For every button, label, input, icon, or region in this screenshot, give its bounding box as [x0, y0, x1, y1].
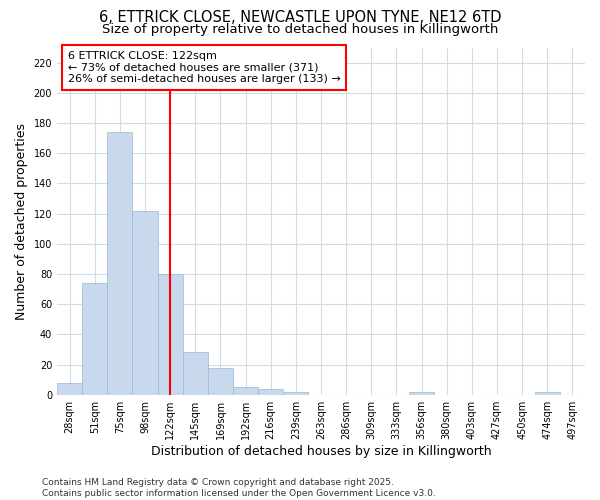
- Bar: [208, 368, 233, 394]
- Text: Size of property relative to detached houses in Killingworth: Size of property relative to detached ho…: [102, 22, 498, 36]
- Bar: [133, 210, 158, 394]
- Bar: [409, 392, 434, 394]
- Bar: [107, 132, 133, 394]
- Bar: [283, 392, 308, 394]
- Bar: [57, 382, 82, 394]
- Bar: [535, 392, 560, 394]
- Bar: [158, 274, 183, 394]
- X-axis label: Distribution of detached houses by size in Killingworth: Distribution of detached houses by size …: [151, 444, 491, 458]
- Text: Contains HM Land Registry data © Crown copyright and database right 2025.
Contai: Contains HM Land Registry data © Crown c…: [42, 478, 436, 498]
- Bar: [233, 387, 258, 394]
- Text: 6, ETTRICK CLOSE, NEWCASTLE UPON TYNE, NE12 6TD: 6, ETTRICK CLOSE, NEWCASTLE UPON TYNE, N…: [99, 10, 501, 25]
- Bar: [183, 352, 208, 395]
- Y-axis label: Number of detached properties: Number of detached properties: [15, 122, 28, 320]
- Bar: [82, 283, 107, 395]
- Bar: [258, 388, 283, 394]
- Text: 6 ETTRICK CLOSE: 122sqm
← 73% of detached houses are smaller (371)
26% of semi-d: 6 ETTRICK CLOSE: 122sqm ← 73% of detache…: [68, 51, 340, 84]
